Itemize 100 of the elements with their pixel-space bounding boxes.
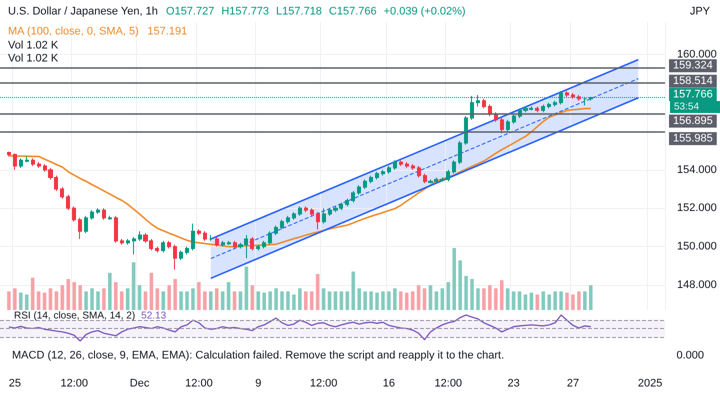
candlestick [458,140,462,165]
bar [416,285,420,310]
candlestick [304,206,308,213]
bar [185,291,189,310]
bar [298,288,302,310]
candlestick [547,102,551,109]
x-tick-label: 12:00 [185,378,213,390]
bar [179,291,183,310]
x-tick-label: 12:00 [434,378,462,390]
candlestick [506,119,510,132]
y-tick-label: 160.000 [677,48,717,61]
candlestick [78,217,82,240]
candlestick [369,175,373,184]
candlestick [114,215,118,244]
y-tick-label: 150.000 [677,240,717,253]
x-tick-label: 12:00 [310,378,338,390]
text: JPY [690,6,711,18]
text: H157.773 [221,6,270,18]
bar [328,291,332,310]
chart-title: RSI (14, close, SMA, 14, 2) [14,310,136,322]
bar [322,288,326,310]
candlestick [286,215,290,224]
candlestick [310,208,314,216]
bar [144,291,148,310]
candlestick [512,114,516,124]
bar [13,288,17,310]
candlestick [357,184,361,196]
bar [256,291,260,310]
candlestick [280,219,284,230]
candlestick [262,240,266,250]
bar [446,282,450,310]
bar [262,292,266,310]
candlestick [500,118,504,134]
bar [48,288,52,310]
candlestick [96,208,100,214]
candlestick [322,208,326,224]
bar [138,285,142,310]
candlestick [298,206,302,216]
candlestick [132,236,136,255]
y-tick-label: 152.000 [677,202,717,214]
candlestick [541,104,545,113]
bar [232,291,236,310]
annotation: 52.13 [141,310,167,322]
text: C157.766 [328,6,377,18]
bar [84,291,88,310]
candlestick [185,246,189,255]
bar [167,285,171,310]
candlestick [440,177,444,182]
x-tick-label: 16 [382,378,396,390]
bar [60,285,64,310]
candlestick [102,208,106,220]
candlestick [37,162,41,168]
text: MA (100, close, 0, SMA, 5) [8,26,139,38]
bar [346,291,350,310]
candlestick [250,236,254,251]
candlestick [19,158,23,168]
bar [512,291,516,310]
x-tick-label: 27 [566,378,580,390]
bar [78,285,82,310]
bar [310,291,314,310]
candlestick [405,162,409,168]
candlestick [452,160,456,174]
candlestick [363,178,367,190]
bar [156,288,160,310]
candlestick [292,212,296,220]
candlestick [482,98,486,109]
bar [7,291,11,310]
bar [422,288,426,310]
bar [530,292,534,310]
bar [524,294,528,310]
bar [518,291,522,310]
candlestick [209,234,213,242]
bar [500,280,504,310]
bar [571,294,575,310]
bar [30,278,34,310]
bar [494,288,498,310]
bar [559,291,563,310]
candlestick [155,246,159,253]
candlestick [227,240,231,246]
candlestick [411,164,415,170]
bar [428,285,432,310]
bar [357,288,361,310]
ref-line-label: 156.895 [673,115,713,128]
bar [162,291,166,310]
bar [191,288,195,310]
bar [553,291,557,310]
candlestick [274,225,278,236]
candlestick [316,212,320,230]
candlestick [553,100,557,107]
bar [434,291,438,310]
candlestick [179,250,183,261]
bar [375,292,379,310]
candlestick [233,240,237,250]
bar [399,291,403,310]
candlestick [197,228,201,236]
bar [197,282,201,310]
candlestick [7,151,11,157]
bar [280,291,284,310]
bar [114,282,118,310]
bar [108,272,112,310]
